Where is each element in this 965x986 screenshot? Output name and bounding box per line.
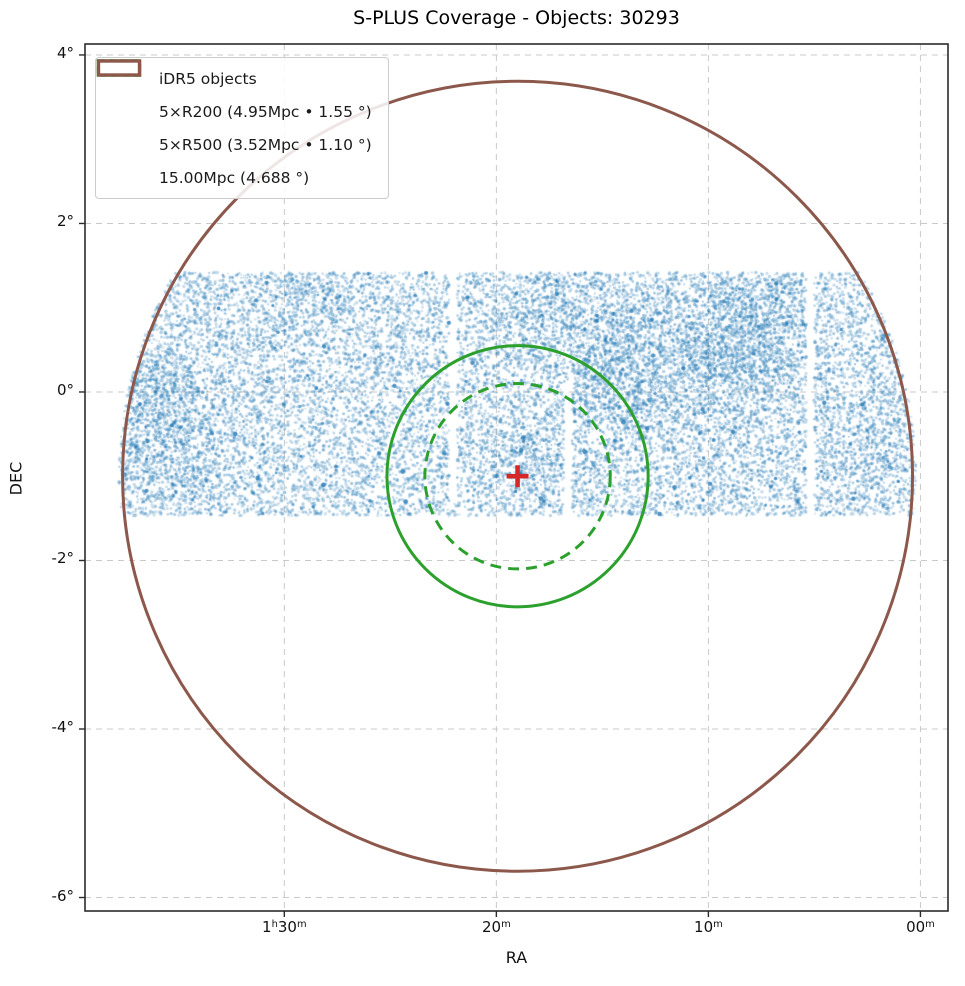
x-axis-label: RA bbox=[505, 948, 528, 967]
x-tick-label: 20m bbox=[481, 918, 511, 936]
y-tick-label: 2° bbox=[56, 212, 74, 231]
x-tick-label: 00m bbox=[906, 918, 935, 936]
legend-item: iDR5 objects bbox=[105, 62, 372, 95]
chart-title: S-PLUS Coverage - Objects: 30293 bbox=[353, 7, 680, 29]
legend-item-label: iDR5 objects bbox=[159, 69, 257, 88]
legend-item-label: 5×R200 (4.95Mpc • 1.55 °) bbox=[159, 102, 372, 121]
legend-item-label: 15.00Mpc (4.688 °) bbox=[159, 168, 310, 187]
x-tick-label: 10m bbox=[694, 918, 723, 936]
legend: iDR5 objects 5×R200 (4.95Mpc • 1.55 °) 5×R… bbox=[95, 57, 389, 199]
y-tick-label: -6° bbox=[51, 886, 74, 905]
x-tick-label: 1h30m bbox=[262, 918, 307, 936]
y-tick-label: 4° bbox=[56, 43, 74, 62]
legend-item: 5×R500 (3.52Mpc • 1.10 °) bbox=[96, 59, 372, 161]
legend-item-label: 5×R500 (3.52Mpc • 1.10 °) bbox=[159, 135, 372, 154]
plot-frame bbox=[84, 43, 949, 912]
y-tick-label: -2° bbox=[51, 549, 74, 568]
y-tick-label: 0° bbox=[56, 380, 74, 399]
legend-item: 15.00Mpc (4.688 °) bbox=[96, 59, 372, 194]
y-tick-label: -4° bbox=[51, 718, 74, 736]
circle-5xR500 bbox=[423, 382, 612, 571]
y-axis-label: DEC bbox=[6, 461, 26, 496]
circle-15Mpc bbox=[121, 79, 915, 873]
legend-item: 5×R200 (4.95Mpc • 1.55 °) bbox=[96, 59, 372, 128]
circle-5xR200 bbox=[385, 344, 650, 609]
